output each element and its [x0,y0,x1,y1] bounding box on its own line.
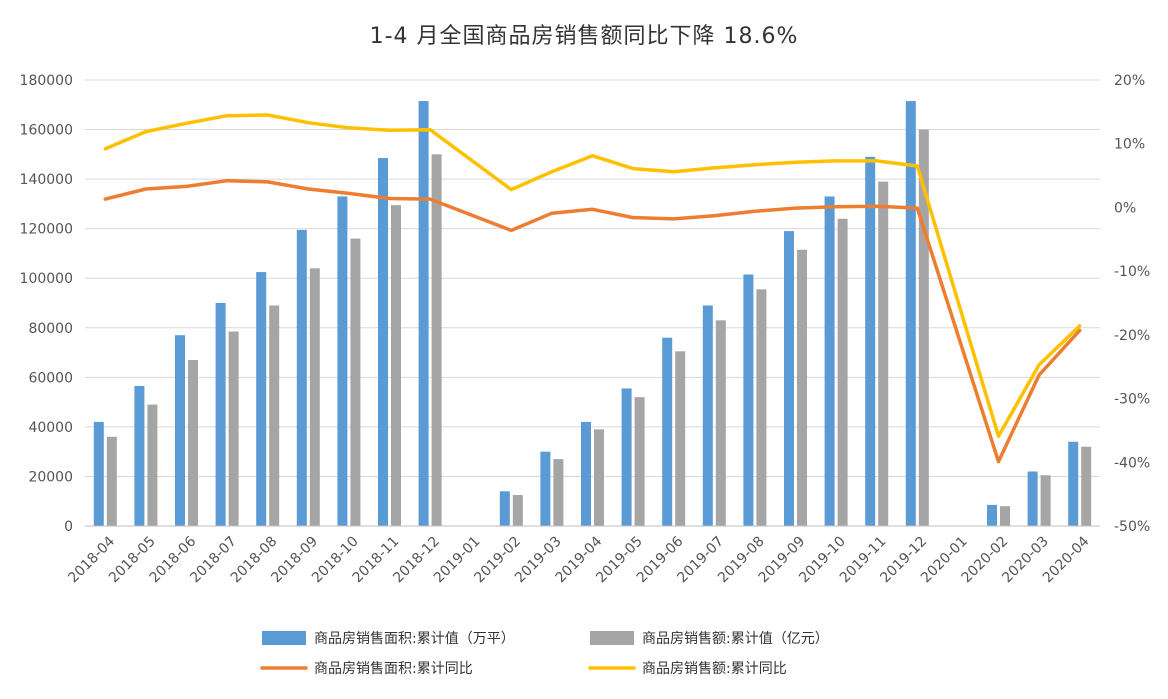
bar-series [93,101,1092,527]
bar [1000,506,1010,526]
bar [662,337,673,526]
legend-swatch [590,631,634,645]
left-axis-tick-label: 80000 [28,321,73,337]
bar [309,268,320,526]
bar [391,205,401,526]
line-series [103,113,1082,464]
bar [418,101,429,527]
bar [905,101,916,527]
left-axis-tick-label: 20000 [28,469,73,485]
legend-label: 商品房销售额:累计值（亿元） [642,631,829,647]
bar [431,154,442,527]
bar [106,436,117,526]
left-axis-tick-label: 180000 [20,73,73,89]
bar [743,274,754,526]
bar [134,386,145,526]
legend-label: 商品房销售面积:累计值（万平） [314,631,515,647]
left-axis-tick-label: 120000 [20,222,73,238]
bar [188,359,198,526]
bar [918,129,929,527]
bar [621,388,632,526]
bar [269,305,280,526]
bar [378,158,388,527]
bar [512,495,523,526]
left-axis-tick-label: 140000 [20,172,73,188]
bar [499,491,510,526]
bar [987,504,997,526]
bar [865,156,876,527]
bar [824,196,835,526]
right-axis-tick-label: -50% [1114,519,1150,535]
left-axis-tick-label: 40000 [28,420,73,436]
legend-label: 商品房销售额:累计同比 [642,661,787,677]
bar [1027,471,1038,526]
legend-swatch [262,631,306,645]
bar [581,421,591,526]
bar [175,335,185,526]
right-axis-tick-label: -40% [1114,455,1150,471]
bar [634,397,645,526]
bar [1040,475,1051,526]
left-axis-tick-label: 160000 [20,123,73,139]
series-line [103,113,1082,438]
bar [1068,441,1079,526]
bar [715,320,726,526]
bar [350,238,361,527]
left-axis-tick-label: 100000 [20,271,73,287]
legend-label: 商品房销售面积:累计同比 [314,661,473,677]
bar [594,429,604,526]
right-axis-tick-label: 10% [1114,137,1145,153]
left-axis-tick-label: 0 [64,519,73,535]
chart-title: 1-4 月全国商品房销售额同比下降 18.6% [369,24,799,49]
bar [228,331,239,526]
bar [756,289,767,526]
bar [797,249,807,526]
left-axis-tick-label: 60000 [28,370,73,386]
bar [337,196,348,526]
bar [147,404,158,526]
bar [675,351,686,526]
bar [215,303,226,526]
bar [1081,446,1092,526]
bar [256,272,267,526]
grid-lines [85,79,1100,527]
bar [93,421,104,526]
right-axis-tick-label: -10% [1114,264,1150,280]
bar [878,181,889,527]
right-axis-tick-label: -20% [1114,328,1150,344]
right-axis-tick-label: 20% [1114,73,1145,89]
bar [702,305,713,526]
bar [296,229,307,526]
legend: 商品房销售面积:累计值（万平） 商品房销售额:累计值（亿元） 商品房销售面积:累计同… [260,631,829,677]
bar [540,451,551,526]
bar [837,218,848,526]
right-axis-tick-label: -30% [1114,392,1150,408]
bar [784,231,794,526]
right-axis-tick-label: 0% [1114,200,1136,216]
bar [553,459,564,526]
series-line [103,178,1082,464]
